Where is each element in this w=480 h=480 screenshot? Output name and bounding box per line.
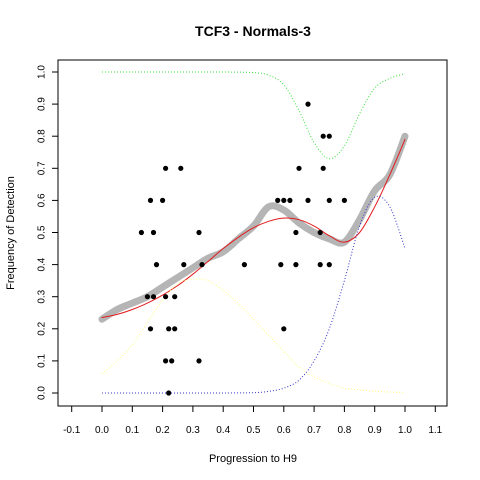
- data-point: [163, 358, 169, 364]
- data-point: [150, 294, 157, 300]
- data-point: [181, 262, 187, 268]
- y-axis: 0.0 0.1 0.2 0.3 0.4 0.5 0.6 0.7 0.8 0.9 1.0: [37, 65, 58, 400]
- data-point: [341, 197, 347, 203]
- y-tick-label: 0.9: [37, 97, 48, 111]
- x-axis: -0.1 0.0 0.1 0.2 0.3 0.4 0.5 0.6 0.7 0.8 0.9 1.0 1.1: [63, 406, 443, 436]
- data-point: [147, 326, 154, 332]
- x-tick-label: 0.4: [216, 425, 230, 436]
- y-tick-label: 0.1: [37, 354, 48, 368]
- data-point: [166, 326, 172, 332]
- data-point: [326, 133, 332, 139]
- x-tick-label: 0.6: [277, 425, 291, 436]
- y-tick-label: 0.7: [37, 161, 48, 175]
- x-tick-label: 0.0: [95, 425, 109, 436]
- data-point: [287, 197, 293, 203]
- data-point: [150, 229, 157, 236]
- data-point: [160, 197, 166, 203]
- y-tick-label: 0.4: [37, 257, 48, 271]
- data-point: [278, 262, 284, 268]
- series-yellow-dotted: [101, 278, 406, 393]
- x-tick-label: -0.1: [63, 425, 81, 436]
- data-point: [138, 229, 144, 236]
- data-point: [147, 197, 154, 203]
- x-tick-label: 0.2: [156, 425, 170, 436]
- data-point: [241, 262, 247, 268]
- y-tick-label: 0.8: [37, 129, 48, 143]
- x-tick-label: 1.1: [428, 425, 442, 436]
- data-point: [163, 165, 169, 171]
- chart-title: TCF3 - Normals-3: [195, 23, 311, 39]
- series-layer: [98, 71, 409, 394]
- data-point: [305, 101, 311, 107]
- data-point: [275, 197, 281, 203]
- y-axis-label: Frequency of Detection: [5, 176, 17, 290]
- data-point: [178, 165, 184, 171]
- x-axis-label: Progression to H9: [209, 453, 297, 465]
- x-tick-label: 0.7: [307, 425, 321, 436]
- data-point: [296, 165, 302, 171]
- data-point: [326, 262, 332, 268]
- data-point: [172, 294, 178, 300]
- y-tick-label: 0.0: [37, 386, 48, 400]
- data-point: [172, 326, 178, 332]
- data-point: [326, 197, 332, 203]
- data-point: [144, 294, 150, 300]
- points-layer: [138, 101, 347, 396]
- data-point: [317, 229, 323, 236]
- x-tick-label: 0.1: [125, 425, 139, 436]
- y-tick-label: 1.0: [37, 65, 48, 79]
- x-tick-label: 0.9: [368, 425, 382, 436]
- data-point: [163, 294, 169, 300]
- x-tick-label: 0.5: [247, 425, 261, 436]
- y-tick-label: 0.6: [37, 193, 48, 207]
- data-point: [153, 262, 160, 268]
- data-point: [281, 197, 287, 203]
- y-tick-label: 0.3: [37, 289, 48, 303]
- series-gray-thick: [98, 132, 409, 323]
- x-tick-label: 1.0: [398, 425, 412, 436]
- data-point: [199, 262, 205, 268]
- y-tick-label: 0.5: [37, 225, 48, 239]
- data-point: [166, 390, 172, 396]
- data-point: [196, 229, 202, 236]
- data-point: [293, 229, 299, 236]
- data-point: [320, 133, 326, 139]
- data-point: [305, 197, 311, 203]
- x-tick-label: 0.8: [337, 425, 351, 436]
- series-red-smooth: [101, 138, 406, 319]
- data-point: [169, 358, 175, 364]
- series-green-dotted: [102, 71, 406, 160]
- x-tick-label: 0.3: [186, 425, 200, 436]
- data-point: [320, 165, 326, 171]
- data-point: [281, 326, 287, 332]
- data-point: [317, 262, 323, 268]
- data-point: [293, 262, 299, 268]
- series-blue-dotted: [102, 195, 406, 394]
- y-tick-label: 0.2: [37, 321, 48, 335]
- data-point: [196, 358, 202, 364]
